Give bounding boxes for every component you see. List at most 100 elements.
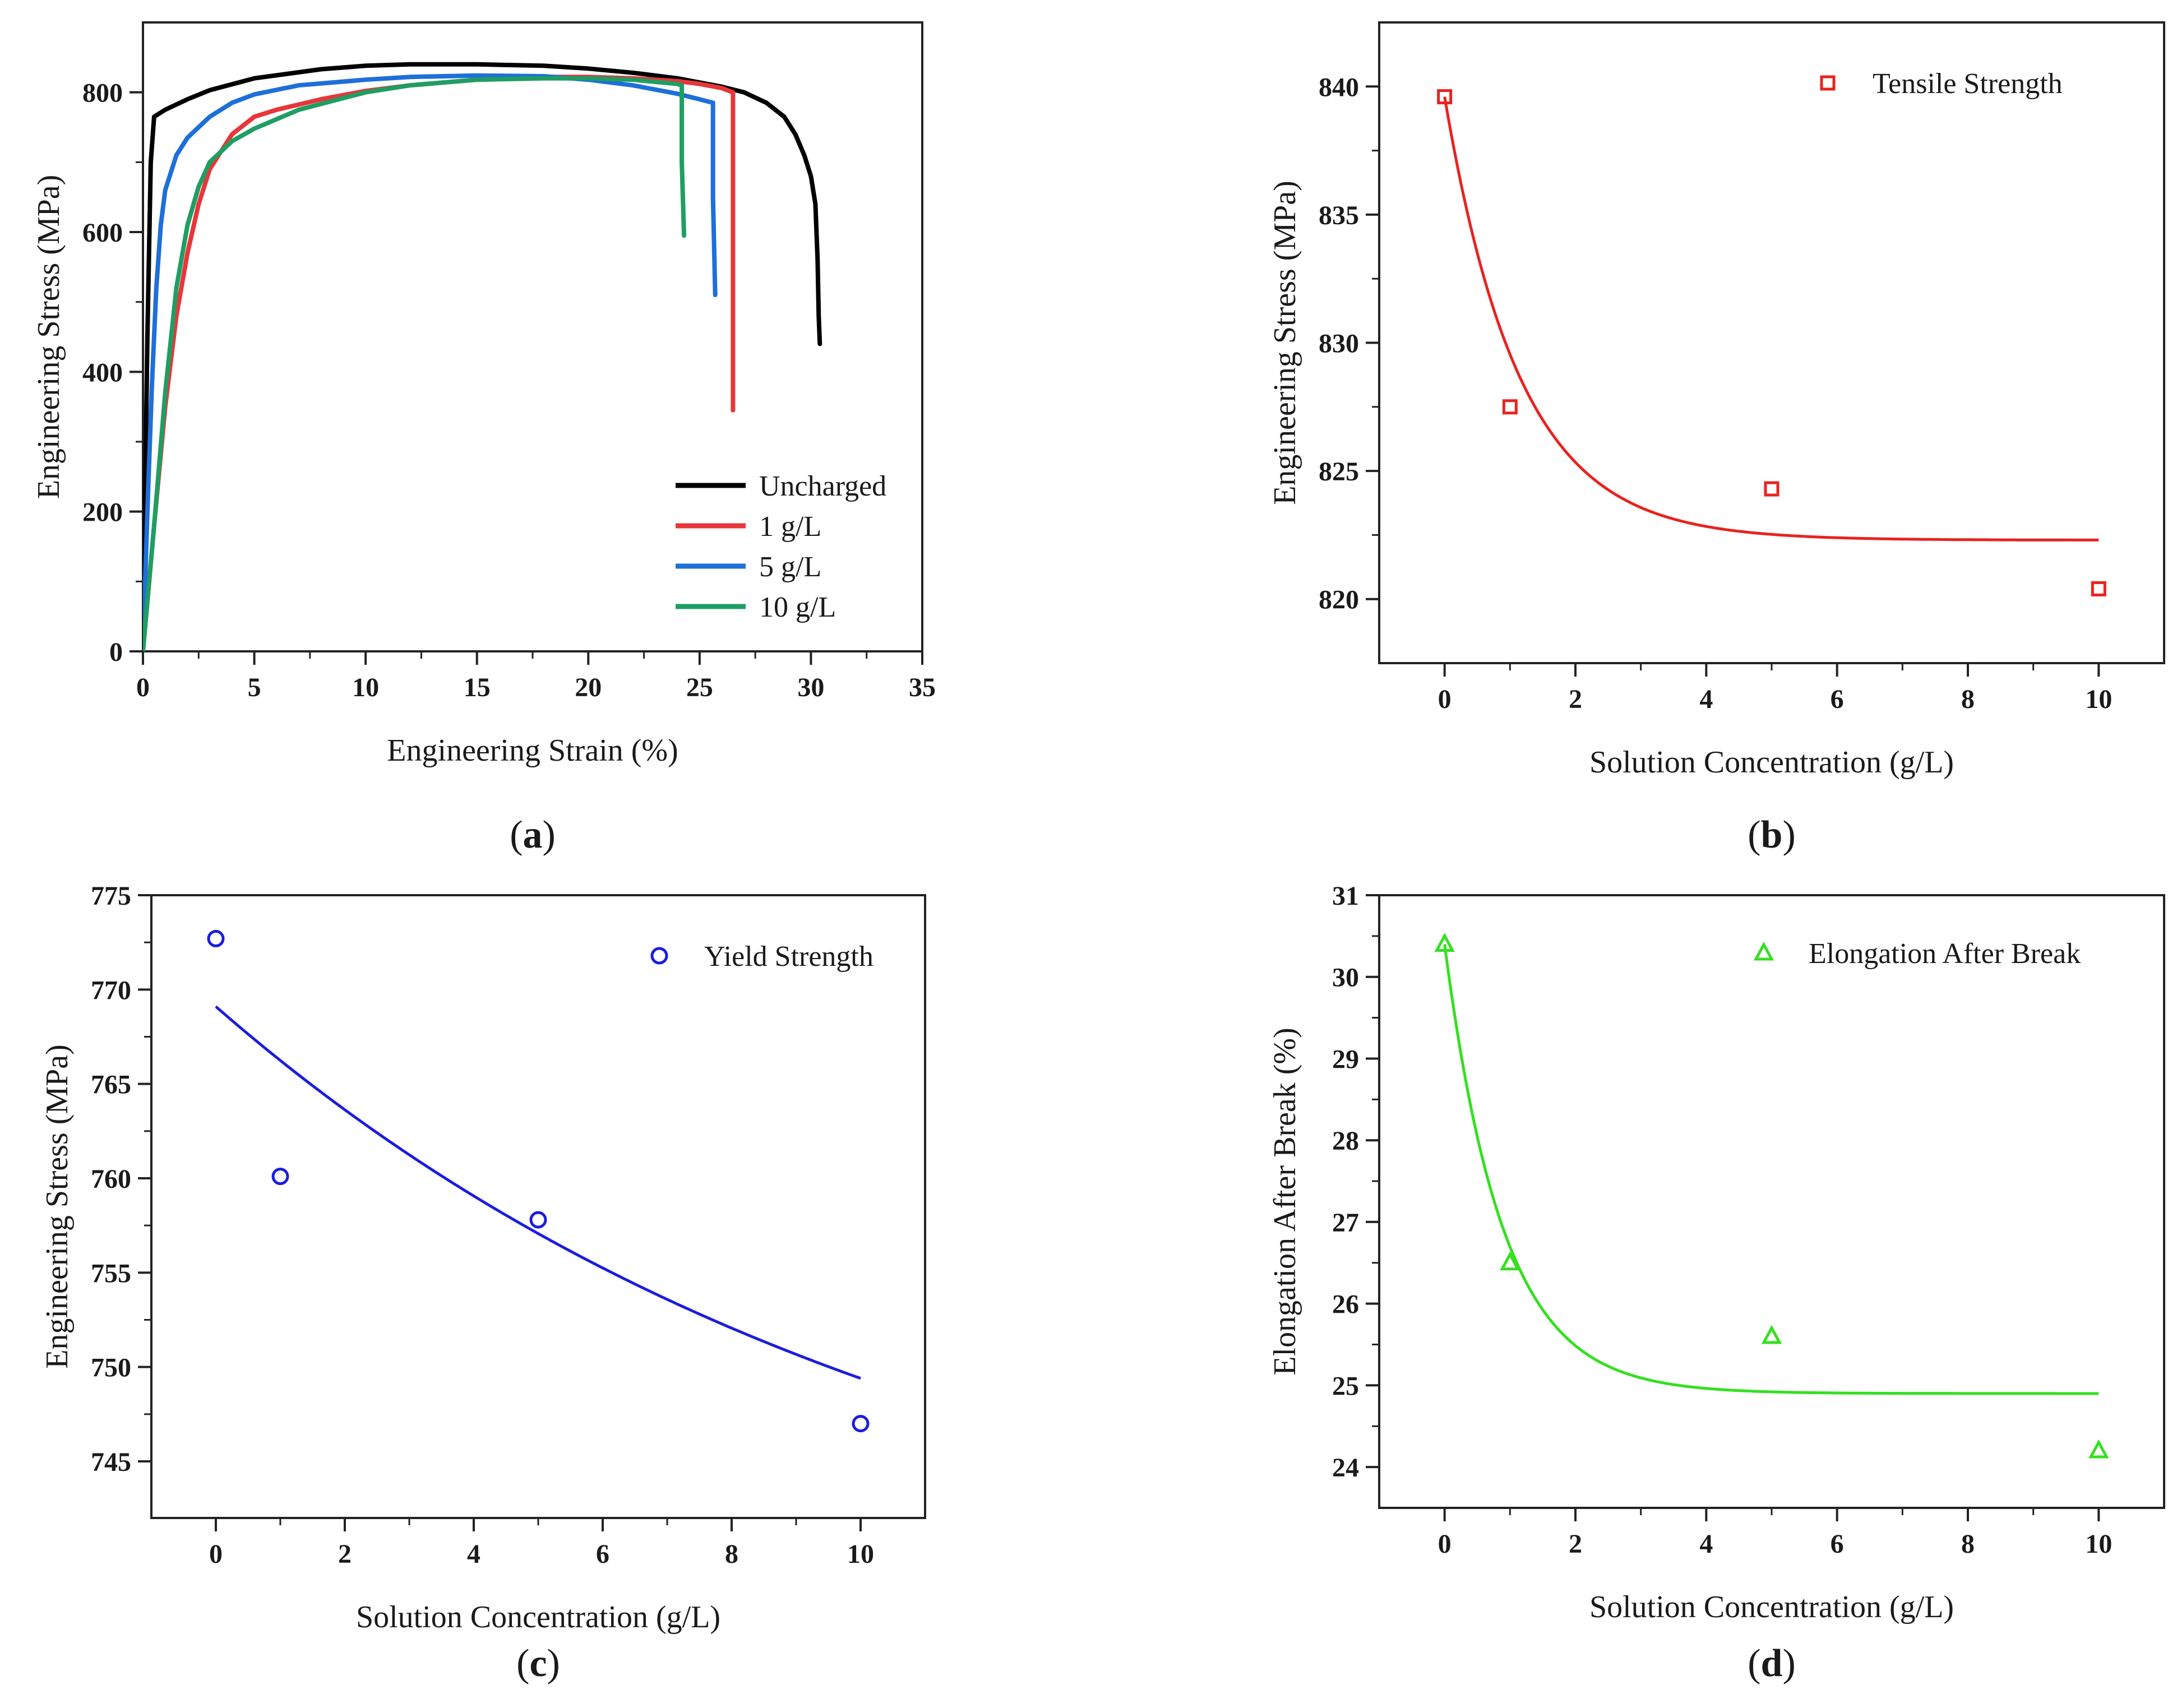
x-tick-label: 5: [248, 673, 261, 702]
x-tick-label: 0: [136, 673, 150, 702]
legend-label: Yield Strength: [704, 941, 873, 973]
panel-c: 0 2 4 6 8 10 745 750 755 760 765 770 775 Solution Con…: [40, 881, 926, 1685]
data-point: [2088, 1439, 2109, 1459]
y-tick-label: 750: [91, 1353, 131, 1383]
data-point: [1761, 1325, 1782, 1344]
y-tick-label: 24: [1332, 1453, 1359, 1483]
series-line-1: [143, 62, 822, 651]
data-point: [1764, 481, 1779, 497]
x-tick-label: 0: [209, 1539, 223, 1569]
series-line-4: [143, 76, 687, 651]
x-tick-label: 2: [1569, 684, 1582, 714]
legend-marker: [1820, 75, 1836, 91]
x-tick-label: 20: [575, 673, 602, 702]
data-point: [852, 1415, 870, 1433]
panel-label: (b): [1748, 813, 1796, 857]
x-tick-label: 10: [2085, 1529, 2112, 1559]
data-point: [1434, 933, 1455, 952]
y-tick-label: 600: [82, 218, 123, 248]
y-tick-label: 760: [91, 1164, 131, 1194]
x-axis-title: Solution Concentration (g/L): [1589, 745, 1954, 780]
y-tick-label: 28: [1332, 1126, 1359, 1156]
y-tick-label: 30: [1332, 963, 1359, 993]
data-point: [2091, 581, 2106, 596]
y-tick-label: 400: [82, 358, 123, 387]
series-line-3: [143, 73, 718, 651]
x-tick-label: 6: [596, 1539, 609, 1569]
y-tick-label: 29: [1332, 1044, 1359, 1074]
y-tick-label: 25: [1332, 1371, 1359, 1401]
y-axis-title: Engineering Stress (MPa): [1268, 180, 1302, 505]
x-tick-label: 2: [1569, 1529, 1582, 1559]
legend-marker: [650, 947, 668, 965]
y-tick-label: 830: [1319, 329, 1359, 359]
plot-frame: [150, 894, 926, 1519]
x-tick-label: 10: [352, 673, 379, 702]
panel-a: 0 5 10 15 20 25 30 35 0 200 400 600 800 Engineering S…: [31, 21, 936, 857]
x-tick-label: 4: [467, 1539, 480, 1569]
x-tick-label: 30: [797, 673, 824, 702]
y-tick-label: 770: [91, 975, 131, 1005]
data-point: [207, 929, 225, 947]
y-tick-label: 26: [1332, 1290, 1359, 1320]
panel-letter: c: [529, 1642, 547, 1685]
y-tick-label: 825: [1319, 457, 1359, 487]
y-tick-label: 840: [1319, 72, 1359, 102]
x-axis-title: Engineering Strain (%): [387, 733, 678, 768]
data-point: [529, 1211, 547, 1229]
x-tick-label: 10: [847, 1539, 874, 1569]
legend-marker: [1753, 941, 1774, 961]
data-point: [271, 1168, 289, 1186]
panel-letter: b: [1761, 813, 1783, 857]
x-tick-label: 25: [686, 673, 713, 702]
panel-b: 0 2 4 6 8 10 820 825 830 835 840 Solution Concentra…: [1268, 21, 2165, 857]
fit-curve: [1443, 944, 2099, 1395]
x-tick-label: 0: [1438, 684, 1452, 714]
x-tick-label: 8: [1961, 684, 1975, 714]
x-tick-label: 4: [1699, 1529, 1713, 1559]
y-tick-label: 755: [91, 1258, 131, 1288]
x-tick-label: 15: [464, 673, 491, 702]
legend-label: 1 g/L: [759, 511, 821, 543]
x-tick-label: 6: [1831, 684, 1844, 714]
x-axis-title: Solution Concentration (g/L): [356, 1600, 720, 1635]
x-tick-label: 0: [1438, 1529, 1452, 1559]
panel-label: (d): [1748, 1642, 1796, 1685]
legend-label: Uncharged: [759, 470, 886, 502]
fit-curve: [215, 1005, 861, 1380]
x-tick-label: 10: [2085, 684, 2112, 714]
x-tick-label: 6: [1831, 1529, 1844, 1559]
panel-label: (c): [516, 1642, 560, 1685]
x-tick-label: 2: [338, 1539, 352, 1569]
fit-curve: [1443, 96, 2099, 541]
data-point: [1500, 1251, 1520, 1271]
legend-label: Tensile Strength: [1873, 68, 2063, 100]
y-tick-label: 835: [1319, 201, 1359, 230]
y-axis-title: Engineering Stress (MPa): [40, 1044, 75, 1369]
plot-frame: [1378, 894, 2165, 1509]
x-tick-label: 4: [1699, 684, 1713, 714]
y-tick-label: 820: [1319, 585, 1359, 615]
y-tick-label: 200: [82, 498, 123, 527]
y-tick-label: 800: [82, 78, 123, 108]
y-tick-label: 745: [91, 1447, 131, 1477]
y-tick-label: 31: [1332, 881, 1359, 911]
x-tick-label: 8: [1961, 1529, 1975, 1559]
y-axis-title: Elongation After Break (%): [1268, 1027, 1302, 1375]
y-tick-label: 27: [1332, 1208, 1359, 1238]
x-tick-label: 35: [909, 673, 936, 702]
legend-label: 10 g/L: [759, 591, 836, 623]
plot-frame: [1378, 21, 2165, 664]
y-tick-label: 0: [109, 637, 123, 667]
legend-label: 5 g/L: [759, 551, 821, 583]
x-tick-label: 8: [725, 1539, 738, 1569]
x-axis-title: Solution Concentration (g/L): [1589, 1590, 1954, 1624]
series-line-2: [143, 75, 736, 651]
panel-label: (a): [510, 813, 556, 857]
y-tick-label: 775: [91, 881, 131, 911]
data-point: [1502, 399, 1518, 415]
y-tick-label: 765: [91, 1070, 131, 1100]
panel-letter: a: [523, 813, 543, 857]
